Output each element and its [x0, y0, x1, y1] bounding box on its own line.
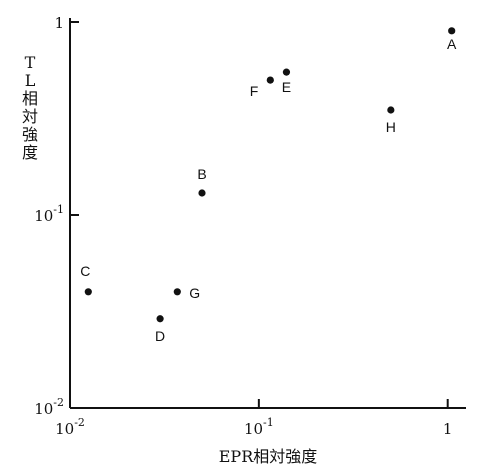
point-label-b: B: [197, 166, 206, 182]
data-point-g: [173, 288, 181, 296]
y-tick-label: 10-1: [34, 203, 64, 225]
y-tick-label: 10-2: [34, 396, 64, 418]
data-points: A B C D E F G H: [80, 27, 457, 344]
data-point-b: [198, 189, 206, 197]
x-axis-title: EPR相対強度: [219, 447, 318, 466]
point-label-e: E: [282, 79, 291, 95]
y-tick-label: 1: [54, 14, 64, 32]
point-label-c: C: [80, 263, 90, 279]
data-point-h: [387, 106, 395, 114]
point-label-f: F: [250, 83, 259, 99]
point-label-d: D: [155, 328, 165, 344]
data-point-d: [156, 315, 164, 323]
axes: [69, 18, 466, 409]
point-label-h: H: [386, 119, 396, 135]
data-point-c: [84, 288, 92, 296]
point-label-a: A: [447, 36, 457, 52]
axis-ticks: 10-2 10-1 1 10-2 10-1 1: [34, 14, 452, 438]
x-tick-label: 10-2: [55, 416, 85, 438]
y-axis-title: T L 相対強度: [22, 53, 38, 162]
data-point-e: [282, 68, 291, 76]
data-point-a: [448, 27, 456, 35]
point-label-g: G: [189, 285, 200, 301]
x-tick-label: 10-1: [244, 416, 274, 438]
x-tick-label: 1: [443, 420, 453, 438]
data-point-f: [266, 76, 274, 84]
